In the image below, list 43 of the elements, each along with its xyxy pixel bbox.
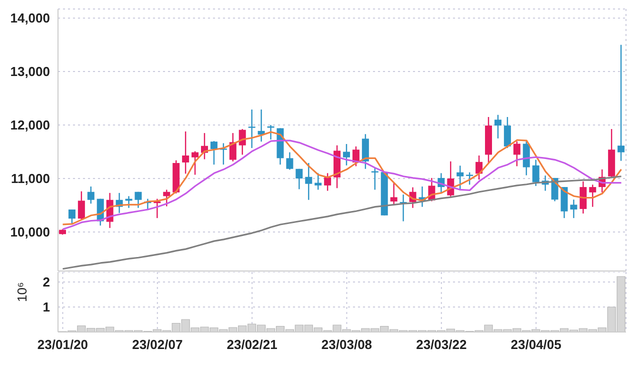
- candlestick: [248, 108, 256, 149]
- candlestick: [87, 186, 94, 204]
- x-tick-label: 23/02/21: [226, 337, 278, 352]
- candlestick: [305, 162, 312, 200]
- candlestick: [618, 44, 625, 162]
- x-tick-label: 23/02/07: [132, 337, 183, 352]
- candlestick: [589, 184, 596, 208]
- candlestick: [78, 190, 85, 220]
- candlestick: [229, 132, 236, 162]
- candlestick: [296, 168, 303, 190]
- candlestick: [343, 143, 350, 166]
- candlestick: [390, 182, 398, 206]
- y-axis-title: 10⁶: [14, 282, 30, 302]
- candlestick: [192, 150, 199, 176]
- candlestick: [456, 165, 464, 191]
- candlestick: [314, 172, 322, 190]
- y-tick-label: 13,000: [10, 64, 50, 80]
- candlestick: [532, 159, 540, 187]
- candlestick: [182, 130, 190, 174]
- candlestick: [220, 142, 227, 166]
- candlestick: [68, 208, 76, 224]
- y-tick-label: 1: [42, 300, 50, 315]
- candlestick: [324, 172, 332, 192]
- candlestick: [513, 140, 520, 167]
- x-tick-label: 23/03/08: [321, 337, 372, 352]
- candlestick: [362, 134, 369, 170]
- candlestick: [522, 140, 530, 176]
- candlestick: [163, 189, 170, 207]
- x-tick-label: 23/04/05: [510, 337, 562, 352]
- candlestick: [570, 199, 578, 219]
- candlestick: [210, 140, 218, 166]
- y-tick-label: 2: [42, 274, 50, 290]
- x-tick-label: 23/03/22: [416, 337, 467, 352]
- y-tick-label: 12,000: [10, 118, 50, 133]
- x-tick-label: 23/01/20: [37, 337, 88, 352]
- y-tick-label: 14,000: [10, 10, 50, 26]
- y-tick-label: 10,000: [10, 224, 50, 240]
- candlestick: [494, 114, 502, 139]
- y-tick-label: 11,000: [10, 171, 50, 186]
- candlestick: [504, 116, 511, 149]
- candlestick: [286, 152, 294, 170]
- candlestick: [134, 191, 142, 209]
- candlestick: [580, 180, 587, 214]
